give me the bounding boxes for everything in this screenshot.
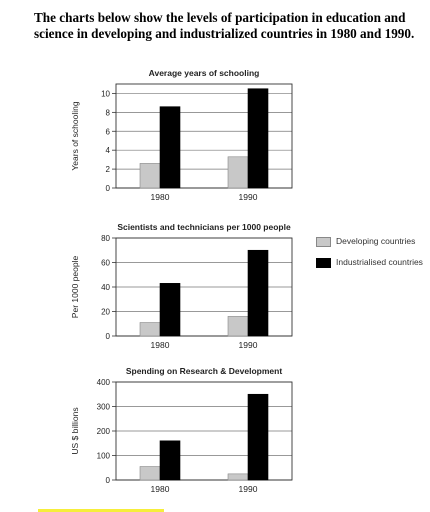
plot-frame (115, 83, 293, 189)
y-tick-label: 80 (101, 234, 110, 243)
y-tick-label: 10 (101, 89, 110, 98)
chart-scientists-and-technicians: Scientists and technicians per 1000 peop… (70, 222, 293, 350)
y-tick-label: 100 (97, 452, 111, 461)
y-axis-label: Years of schooling (70, 101, 80, 170)
bar-industrialised-1990 (247, 249, 269, 337)
y-tick-label: 300 (97, 403, 111, 412)
y-tick-label: 4 (106, 146, 111, 155)
chart-title: Spending on Research & Development (126, 366, 283, 376)
y-tick-label: 40 (101, 283, 110, 292)
y-tick-label: 20 (101, 308, 110, 317)
legend-item-developing: Developing countries (316, 236, 426, 247)
y-tick-label: 6 (106, 127, 111, 136)
legend-swatch-developing (316, 237, 331, 247)
chart-title: Average years of schooling (149, 68, 260, 78)
y-tick-label: 2 (106, 165, 111, 174)
legend: Developing countries Industrialised coun… (316, 236, 426, 278)
bar-industrialised-1990 (247, 88, 269, 189)
legend-swatch-industrialised (316, 258, 331, 268)
legend-label-developing: Developing countries (336, 236, 416, 246)
y-tick-label: 8 (106, 108, 111, 117)
chart-spending-on-research: Spending on Research & Development 0 100 20… (70, 366, 293, 494)
bar-developing-1980 (139, 163, 161, 189)
bar-industrialised-1980 (159, 440, 181, 481)
bar-industrialised-1980 (159, 283, 181, 337)
x-tick-label: 1990 (239, 192, 258, 202)
x-tick-label: 1980 (151, 192, 170, 202)
chart-title: Scientists and technicians per 1000 peop… (117, 222, 291, 232)
y-axis-label: Per 1000 people (70, 256, 80, 319)
chart-average-years-of-schooling: Average years of schooling 0 2 4 6 8 10 Years o… (70, 68, 293, 202)
bar-developing-1990 (227, 316, 249, 337)
legend-label-industrialised: Industrialised countries (336, 257, 423, 267)
bar-developing-1990 (227, 473, 249, 481)
y-tick-label: 0 (106, 184, 111, 193)
bar-industrialised-1990 (247, 393, 269, 481)
y-axis-label: US $ billions (70, 407, 80, 454)
x-tick-label: 1980 (151, 340, 170, 350)
bar-developing-1980 (139, 322, 161, 337)
y-tick-label: 200 (97, 427, 111, 436)
bar-industrialised-1980 (159, 106, 181, 189)
bar-developing-1980 (139, 466, 161, 481)
plot-frame (115, 237, 293, 337)
legend-item-industrialised: Industrialised countries (316, 257, 426, 268)
y-tick-label: 0 (106, 476, 111, 485)
y-tick-label: 400 (97, 378, 111, 387)
highlight-mark (38, 509, 164, 512)
y-tick-label: 60 (101, 259, 110, 268)
y-tick-label: 0 (106, 332, 111, 341)
x-tick-label: 1980 (151, 484, 170, 494)
x-tick-label: 1990 (239, 340, 258, 350)
bar-developing-1990 (227, 156, 249, 189)
page-heading: The charts below show the levels of part… (34, 10, 415, 41)
x-tick-label: 1990 (239, 484, 258, 494)
plot-frame (115, 381, 293, 481)
